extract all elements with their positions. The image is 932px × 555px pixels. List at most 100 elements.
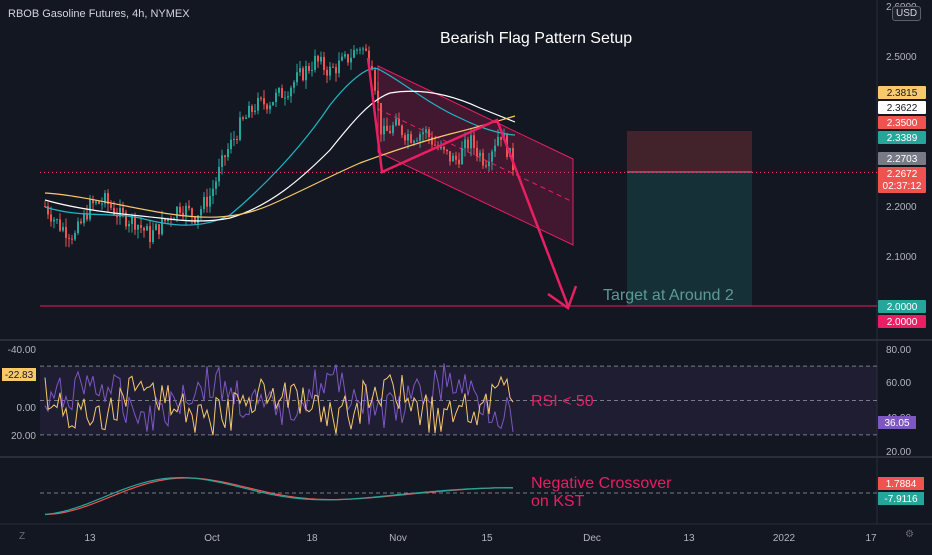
candle-body bbox=[197, 215, 199, 224]
candle-body bbox=[128, 223, 130, 227]
candle-body bbox=[401, 125, 403, 136]
symbol-header[interactable]: RBOB Gasoline Futures, 4h, NYMEX bbox=[8, 8, 190, 20]
price-tag-label: 2.0000 bbox=[887, 317, 918, 328]
candles-group bbox=[44, 44, 514, 249]
currency-badge[interactable]: USD bbox=[892, 6, 922, 21]
candle-body bbox=[458, 159, 460, 165]
candle-body bbox=[167, 218, 169, 222]
candle-body bbox=[374, 69, 376, 91]
take-profit-zone bbox=[627, 172, 752, 306]
candle-body bbox=[470, 135, 472, 149]
candle-body bbox=[284, 97, 286, 99]
candle-body bbox=[50, 214, 52, 222]
rsi-left-tag bbox=[2, 368, 36, 381]
kst-annotation: on KST bbox=[531, 493, 585, 510]
candle-body bbox=[206, 196, 208, 207]
price-tick-label: 2.5000 bbox=[886, 52, 917, 63]
time-tick-label: 18 bbox=[306, 533, 318, 544]
candle-body bbox=[125, 212, 127, 227]
candle-body bbox=[449, 151, 451, 162]
price-tag bbox=[878, 167, 926, 193]
candle-body bbox=[500, 136, 502, 140]
candle-body bbox=[353, 50, 355, 58]
candle-body bbox=[227, 149, 229, 158]
kst-tag bbox=[878, 492, 924, 505]
candle-body bbox=[236, 138, 238, 140]
rsi-left-tag-label: -22.83 bbox=[5, 370, 34, 381]
rsi-right-tag bbox=[878, 416, 916, 429]
gear-icon[interactable]: ⚙ bbox=[905, 529, 914, 540]
price-tag bbox=[878, 300, 926, 313]
kst-series-line bbox=[44, 477, 514, 515]
rsi-right-tag-label: 36.05 bbox=[884, 418, 909, 429]
candle-body bbox=[329, 66, 331, 76]
candle-body bbox=[245, 117, 247, 119]
candle-body bbox=[362, 48, 364, 50]
candle-body bbox=[152, 230, 154, 243]
candle-body bbox=[248, 105, 250, 118]
candle-body bbox=[149, 226, 151, 243]
candle-body bbox=[479, 152, 481, 157]
candle-body bbox=[461, 148, 463, 165]
arrow-head bbox=[547, 285, 578, 310]
rsi-series-line bbox=[44, 363, 514, 432]
candle-body bbox=[275, 92, 277, 102]
candle-body bbox=[314, 55, 316, 70]
price-tag-label: 2.3389 bbox=[887, 133, 918, 144]
candle-body bbox=[494, 145, 496, 152]
pattern-arrow-path bbox=[366, 57, 570, 307]
candle-body bbox=[356, 49, 358, 51]
candle-body bbox=[101, 203, 103, 205]
candle-body bbox=[497, 136, 499, 146]
candle-body bbox=[203, 196, 205, 210]
candle-body bbox=[200, 209, 202, 216]
candle-body bbox=[44, 206, 46, 207]
candle-body bbox=[86, 213, 88, 220]
price-tick-label: 2.2000 bbox=[886, 202, 917, 213]
candle-body bbox=[395, 118, 397, 126]
candle-body bbox=[281, 87, 283, 98]
target-annotation: Target at Around 2 bbox=[603, 287, 734, 304]
candle-body bbox=[419, 134, 421, 141]
candle-body bbox=[218, 166, 220, 182]
candle-body bbox=[224, 155, 226, 158]
moving-average-line bbox=[44, 115, 516, 218]
candle-body bbox=[74, 232, 76, 240]
candle-body bbox=[119, 207, 121, 218]
kst-tag bbox=[878, 477, 924, 490]
candle-body bbox=[242, 117, 244, 119]
candle-body bbox=[467, 139, 469, 149]
candle-body bbox=[158, 224, 160, 235]
candle-body bbox=[251, 105, 253, 112]
time-tick-label: 17 bbox=[865, 533, 877, 544]
candle-body bbox=[476, 147, 478, 157]
candle-body bbox=[287, 96, 289, 98]
rsi-annotation: RSI < 50 bbox=[531, 393, 594, 410]
candle-body bbox=[434, 144, 436, 146]
price-tag-label: 2.0000 bbox=[887, 302, 918, 313]
candle-body bbox=[377, 90, 379, 104]
candle-body bbox=[335, 67, 337, 74]
rsi-left-tick: 20.00 bbox=[11, 431, 36, 442]
price-tag-label: 2.3500 bbox=[887, 118, 918, 129]
candle-body bbox=[263, 98, 265, 105]
candle-body bbox=[344, 54, 346, 57]
rsi-right-tick: 20.00 bbox=[886, 447, 911, 458]
candle-body bbox=[359, 49, 361, 51]
candle-body bbox=[290, 87, 292, 97]
candle-body bbox=[194, 216, 196, 224]
time-tick-label: 2022 bbox=[773, 533, 796, 544]
candle-body bbox=[323, 56, 325, 70]
candle-body bbox=[302, 68, 304, 81]
candle-body bbox=[146, 226, 148, 231]
rsi-right-tick: 60.00 bbox=[886, 378, 911, 389]
candle-body bbox=[380, 103, 382, 135]
candle-body bbox=[104, 193, 106, 204]
timezone-icon[interactable]: Z bbox=[19, 531, 26, 542]
candle-body bbox=[272, 101, 274, 106]
candle-body bbox=[209, 196, 211, 207]
candle-body bbox=[299, 68, 301, 73]
candle-body bbox=[425, 129, 427, 133]
